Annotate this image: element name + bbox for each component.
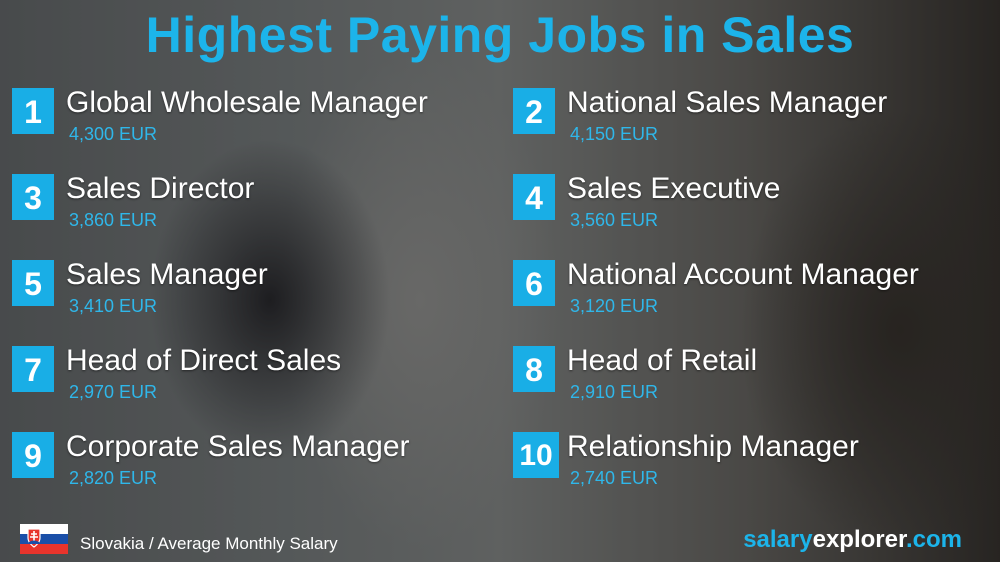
- job-title: Relationship Manager: [567, 430, 859, 463]
- rank-badge: 6: [513, 260, 555, 306]
- rank-badge: 7: [12, 346, 54, 392]
- job-title: National Sales Manager: [567, 86, 888, 119]
- country-caption: Slovakia / Average Monthly Salary: [80, 534, 338, 553]
- job-salary: 4,300 EUR: [69, 124, 158, 144]
- rank-badge: 9: [12, 432, 54, 478]
- job-title: Head of Retail: [567, 344, 758, 377]
- job-salary: 3,560 EUR: [570, 210, 659, 230]
- slovakia-flag-icon: [20, 524, 68, 554]
- rank-badge: 3: [12, 174, 54, 220]
- rank-badge: 1: [12, 88, 54, 134]
- job-title: Sales Executive: [567, 172, 781, 205]
- rank-badge: 5: [12, 260, 54, 306]
- job-title: Global Wholesale Manager: [66, 86, 428, 119]
- job-salary: 2,910 EUR: [570, 382, 659, 402]
- footer: Slovakia / Average Monthly Salary salary…: [0, 518, 1000, 562]
- brand-logo: salaryexplorer.com: [743, 526, 962, 553]
- job-title: Head of Direct Sales: [66, 344, 342, 377]
- rank-badge: 8: [513, 346, 555, 392]
- job-salary: 2,970 EUR: [69, 382, 158, 402]
- rank-badge: 10: [513, 432, 559, 478]
- rank-badge: 2: [513, 88, 555, 134]
- job-title: Sales Director: [66, 172, 255, 205]
- job-title: Corporate Sales Manager: [66, 430, 410, 463]
- job-salary: 4,150 EUR: [570, 124, 659, 144]
- page-title: Highest Paying Jobs in Sales: [145, 7, 855, 63]
- job-title: Sales Manager: [66, 258, 268, 291]
- job-salary: 3,860 EUR: [69, 210, 158, 230]
- rank-badge: 4: [513, 174, 555, 220]
- job-salary: 3,120 EUR: [570, 296, 659, 316]
- job-salary: 2,740 EUR: [570, 468, 659, 488]
- job-salary: 2,820 EUR: [69, 468, 158, 488]
- job-title: National Account Manager: [567, 258, 919, 291]
- job-salary: 3,410 EUR: [69, 296, 158, 316]
